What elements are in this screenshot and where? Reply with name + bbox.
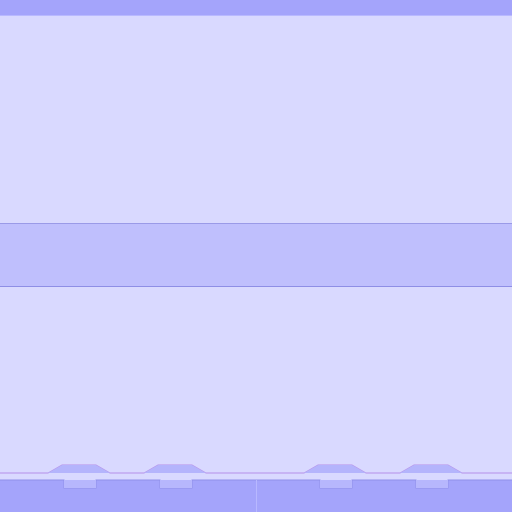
dock-left-tab-1[interactable] — [0, 465, 144, 489]
middle-toolbar-band — [0, 223, 512, 287]
dock-right-tab-2[interactable] — [400, 465, 512, 489]
lower-content-panel — [0, 287, 512, 472]
upper-content-panel — [0, 16, 512, 223]
dock-right-tab-1[interactable] — [256, 465, 400, 489]
top-title-bar[interactable] — [0, 0, 512, 16]
dock-divider — [256, 480, 257, 512]
dock-left-tab-2[interactable] — [144, 465, 256, 489]
